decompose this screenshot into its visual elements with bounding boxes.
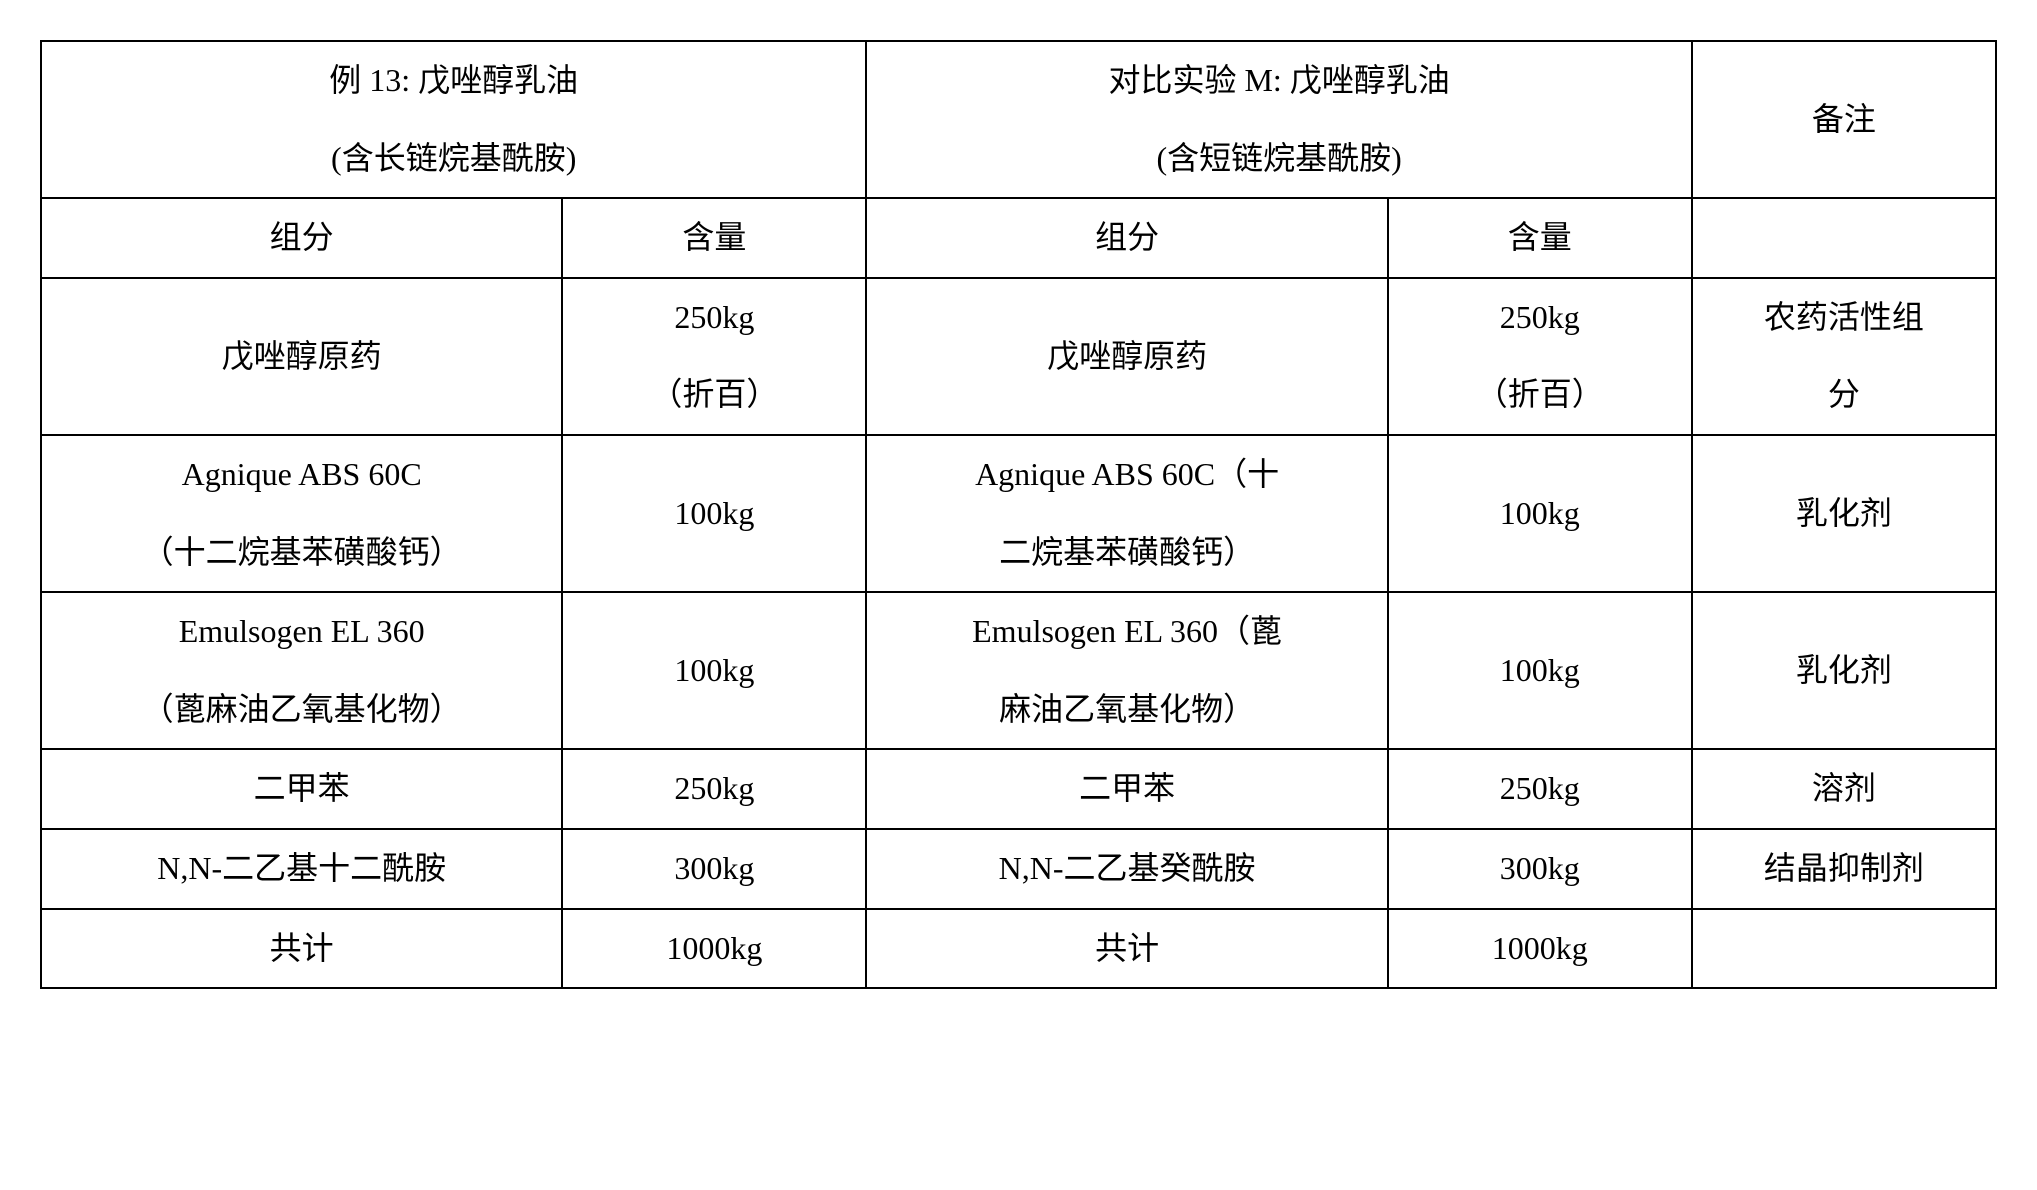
cell-amount: 300kg <box>1388 829 1692 909</box>
cell-component: Emulsogen EL 360 <box>41 592 562 671</box>
cell-component: 共计 <box>41 909 562 989</box>
cell-amount: 1000kg <box>562 909 866 989</box>
left-title-line2: (含长链烷基酰胺) <box>41 120 866 199</box>
cell-amount: 100kg <box>562 592 866 749</box>
table-row: Emulsogen EL 360 100kg Emulsogen EL 360（… <box>41 592 1996 671</box>
table-subheader-row: 组分 含量 组分 含量 <box>41 198 1996 278</box>
cell-note: 结晶抑制剂 <box>1692 829 1996 909</box>
remarks-header: 备注 <box>1692 41 1996 198</box>
cell-amount: 100kg <box>1388 435 1692 592</box>
right-component-header: 组分 <box>866 198 1387 278</box>
cell-amount: 100kg <box>562 435 866 592</box>
table-row: N,N-二乙基十二酰胺 300kg N,N-二乙基癸酰胺 300kg 结晶抑制剂 <box>41 829 1996 909</box>
cell-amount: 250kg <box>1388 278 1692 357</box>
remarks-subheader <box>1692 198 1996 278</box>
left-amount-header: 含量 <box>562 198 866 278</box>
table-row: 共计 1000kg 共计 1000kg <box>41 909 1996 989</box>
formulation-comparison-table: 例 13: 戊唑醇乳油 对比实验 M: 戊唑醇乳油 备注 (含长链烷基酰胺) (… <box>40 40 1997 989</box>
cell-component: 二烷基苯磺酸钙） <box>866 514 1387 593</box>
right-title-line1: 对比实验 M: 戊唑醇乳油 <box>866 41 1691 120</box>
cell-component: 共计 <box>866 909 1387 989</box>
cell-note <box>1692 909 1996 989</box>
cell-amount: 250kg <box>1388 749 1692 829</box>
cell-amount: 100kg <box>1388 592 1692 749</box>
cell-component: （蓖麻油乙氧基化物） <box>41 671 562 750</box>
cell-component: N,N-二乙基癸酰胺 <box>866 829 1387 909</box>
cell-component: （十二烷基苯磺酸钙） <box>41 514 562 593</box>
table-row: 二甲苯 250kg 二甲苯 250kg 溶剂 <box>41 749 1996 829</box>
cell-note: 农药活性组 <box>1692 278 1996 357</box>
cell-amount: 1000kg <box>1388 909 1692 989</box>
cell-note: 分 <box>1692 356 1996 435</box>
left-component-header: 组分 <box>41 198 562 278</box>
table-header-row: 例 13: 戊唑醇乳油 对比实验 M: 戊唑醇乳油 备注 <box>41 41 1996 120</box>
right-title-line2: (含短链烷基酰胺) <box>866 120 1691 199</box>
cell-component: 麻油乙氧基化物） <box>866 671 1387 750</box>
cell-amount: （折百） <box>1388 356 1692 435</box>
left-title-line1: 例 13: 戊唑醇乳油 <box>41 41 866 120</box>
cell-amount: （折百） <box>562 356 866 435</box>
cell-component: Agnique ABS 60C（十 <box>866 435 1387 514</box>
cell-amount: 250kg <box>562 278 866 357</box>
cell-component: 戊唑醇原药 <box>41 278 562 435</box>
cell-note: 溶剂 <box>1692 749 1996 829</box>
cell-component: 二甲苯 <box>866 749 1387 829</box>
cell-component: Agnique ABS 60C <box>41 435 562 514</box>
cell-component: 二甲苯 <box>41 749 562 829</box>
right-amount-header: 含量 <box>1388 198 1692 278</box>
table-row: 戊唑醇原药 250kg 戊唑醇原药 250kg 农药活性组 <box>41 278 1996 357</box>
cell-component: Emulsogen EL 360（蓖 <box>866 592 1387 671</box>
cell-note: 乳化剂 <box>1692 592 1996 749</box>
cell-note: 乳化剂 <box>1692 435 1996 592</box>
cell-amount: 300kg <box>562 829 866 909</box>
cell-component: N,N-二乙基十二酰胺 <box>41 829 562 909</box>
table-row: Agnique ABS 60C 100kg Agnique ABS 60C（十 … <box>41 435 1996 514</box>
cell-component: 戊唑醇原药 <box>866 278 1387 435</box>
cell-amount: 250kg <box>562 749 866 829</box>
